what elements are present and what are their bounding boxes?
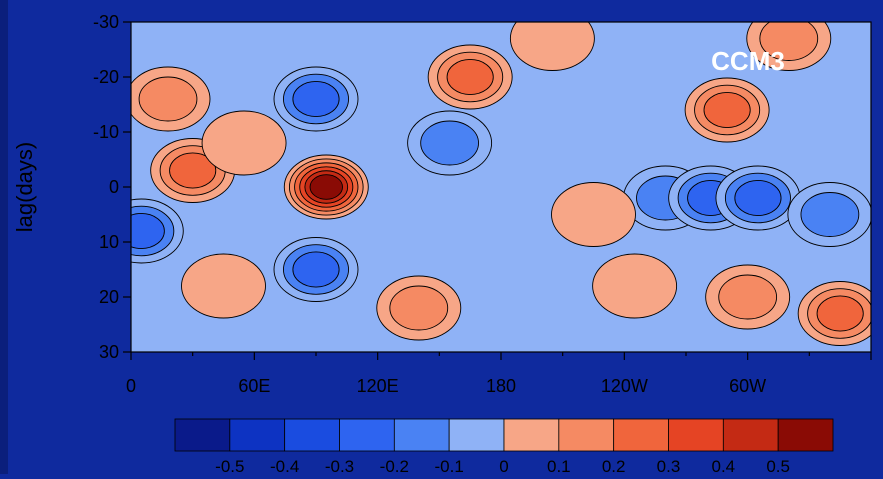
heatmap-feature [746, 22, 832, 71]
colorbar-swatch [448, 418, 505, 452]
heatmap-feature [376, 275, 462, 341]
colorbar-swatch [777, 418, 834, 452]
contour-level [138, 76, 198, 122]
x-axis: 0 60E 120E 180 120W 60W [126, 352, 872, 396]
heatmap-feature [273, 237, 359, 302]
heatmap-feature [715, 165, 801, 231]
contour-level [292, 80, 340, 118]
contour-level [703, 91, 751, 129]
y-tick-label: -10 [93, 122, 119, 142]
colorbar-swatch [722, 418, 779, 452]
heatmap-feature [273, 66, 359, 132]
colorbar-swatch [174, 418, 231, 452]
heatmap-feature [201, 110, 287, 176]
y-tick-label: -30 [93, 12, 119, 32]
heatmap-feature [131, 66, 211, 132]
colorbar-label: -0.5 [215, 457, 244, 474]
colorbar-swatch [668, 418, 724, 452]
x-tick-label: 120W [601, 376, 648, 396]
colorbar-label: -0.3 [325, 457, 354, 474]
colorbar-swatch [558, 418, 615, 452]
colorbar-label: 0.1 [547, 457, 571, 474]
chart-title: CCM3 [711, 46, 785, 76]
colorbar-label: 0.2 [602, 457, 626, 474]
colorbar-label: 0.3 [657, 457, 681, 474]
x-tick-label: 0 [126, 376, 136, 396]
colorbar-label: -0.2 [380, 457, 409, 474]
contour-level [169, 152, 217, 189]
colorbar-swatch [284, 418, 340, 452]
contour-level [292, 251, 340, 288]
contour-level [551, 182, 636, 247]
y-axis-label: lag(days) [12, 142, 37, 232]
heatmap-feature [181, 253, 266, 319]
colorbar-label: 0.5 [766, 457, 790, 474]
colorbar-swatch [229, 418, 286, 452]
contour-level [201, 110, 287, 176]
heatmap-field [131, 22, 871, 346]
heatmap-feature [551, 182, 636, 247]
contour-level [759, 22, 819, 61]
heatmap-feature [427, 44, 513, 110]
heatmap-feature [592, 253, 678, 319]
colorbar-swatch [339, 418, 395, 452]
x-tick-label: 180 [486, 376, 516, 396]
y-axis: -30 -20 -10 0 10 20 30 [93, 12, 131, 362]
y-tick-label: 0 [109, 177, 119, 197]
y-tick-label: 20 [99, 287, 119, 307]
contour-level [734, 179, 782, 217]
colorbar-swatch [613, 418, 669, 452]
colorbar-swatch [503, 418, 560, 452]
contour-level [420, 120, 479, 166]
x-tick-label: 60E [238, 376, 270, 396]
x-tick-label: 120E [357, 376, 399, 396]
heatmap-feature [509, 22, 595, 71]
contour-level [446, 58, 494, 96]
contour-level [816, 295, 864, 332]
heatmap-feature [787, 182, 871, 247]
heatmap-feature [131, 198, 184, 264]
contour-level [389, 285, 449, 331]
contour-level [509, 22, 595, 71]
x-tick-label: 60W [729, 376, 766, 396]
contour-level [592, 253, 678, 319]
colorbar: -0.5 -0.4 -0.3 -0.2 -0.1 0 0.1 0.2 0.3 0.4 0.5 [174, 418, 834, 476]
heatmap-feature [797, 281, 871, 346]
y-tick-label: 30 [99, 342, 119, 362]
colorbar-swatch [393, 418, 450, 452]
colorbar-label: -0.1 [435, 457, 464, 474]
y-tick-label: 10 [99, 232, 119, 252]
heatmap-feature [283, 154, 369, 220]
contour-level [718, 274, 778, 320]
colorbar-label: 0.4 [712, 457, 736, 474]
contour-level [309, 174, 343, 200]
contour-level [181, 253, 266, 319]
colorbar-label: 0 [499, 457, 508, 474]
y-tick-label: -20 [93, 67, 119, 87]
colorbar-label: -0.4 [270, 457, 299, 474]
contour-level [800, 192, 860, 237]
heatmap-feature [705, 264, 791, 330]
heatmap-feature [684, 77, 770, 143]
heatmap-feature [407, 110, 493, 176]
slide-frame [0, 0, 8, 474]
contour-level [131, 212, 165, 250]
